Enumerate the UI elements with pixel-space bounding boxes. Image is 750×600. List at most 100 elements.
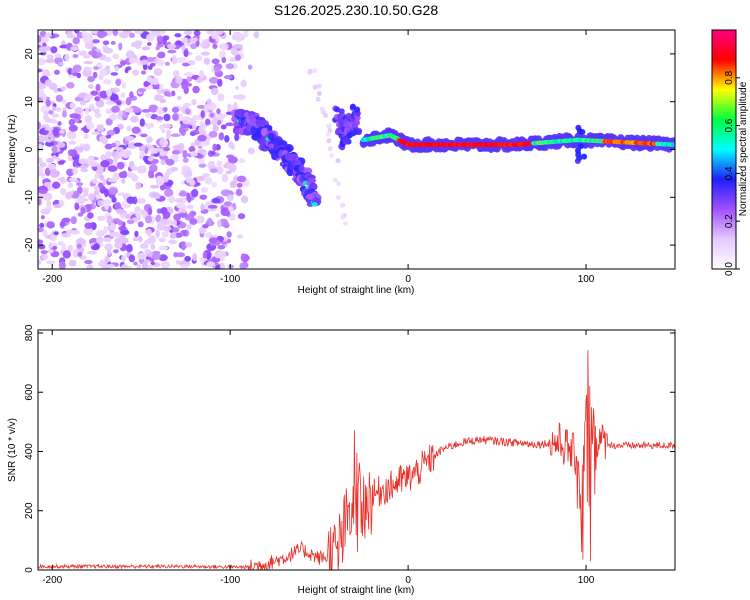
heatmap-noise-cell (102, 40, 110, 46)
heatmap-noise-cell (43, 181, 52, 188)
heatmap-noise-cell (55, 94, 64, 102)
y-tick-label: 800 (24, 324, 35, 341)
heatmap-y-ticks: -20 -10 0 10 20 (24, 48, 675, 252)
heatmap-noise-cell (175, 76, 183, 85)
heatmap-noise-cell (78, 50, 88, 56)
heatmap-noise-cell (130, 165, 138, 171)
heatmap-noise-cell (181, 242, 186, 251)
heatmap-noise-cell (169, 154, 180, 161)
heatmap-noise-cell (203, 57, 211, 65)
heatmap-noise-cell (145, 112, 152, 118)
heatmap-noise-cell (137, 221, 144, 228)
heatmap-noise-cell (186, 59, 196, 65)
heatmap-noise-cell (87, 75, 95, 83)
heatmap-noise-cell (195, 55, 203, 62)
heatmap-faint-cell (340, 214, 346, 220)
heatmap-noise-cell (114, 65, 120, 72)
heatmap-noise-cell (100, 154, 107, 161)
heatmap-noise-cell (38, 46, 48, 53)
heatmap-noise-cell (107, 177, 118, 183)
heatmap-ridge-core (670, 142, 675, 147)
heatmap-noise-cell (199, 130, 207, 136)
heatmap-noise-cell (211, 58, 220, 65)
heatmap-noise-cell (117, 192, 126, 197)
heatmap-noise-cell (124, 67, 129, 74)
heatmap-noise-cell (125, 149, 132, 157)
heatmap-noise-cell (102, 188, 109, 194)
heatmap-noise-cell (126, 196, 136, 204)
heatmap-noise-cell (104, 56, 112, 62)
heatmap-noise-cell (52, 245, 58, 250)
x-tick-label: 100 (578, 575, 595, 586)
x-tick-label: 0 (405, 274, 411, 285)
heatmap-noise-cell (93, 66, 100, 71)
heatmap-noise-cell (84, 32, 90, 40)
heatmap-noise-cell (198, 157, 205, 165)
heatmap-noise-cell (38, 57, 46, 66)
heatmap-noise-cell (184, 242, 193, 248)
heatmap-noise-cell (44, 33, 53, 38)
heatmap-noise-cell (146, 56, 155, 63)
heatmap-noise-cell (176, 202, 186, 209)
heatmap-noise-cell (190, 43, 197, 50)
heatmap-ridge-smear (574, 147, 581, 154)
x-tick-label: 0 (405, 575, 411, 586)
heatmap-noise-cell (236, 182, 243, 188)
heatmap-faint-cell (325, 131, 331, 137)
heatmap-noise-cell (113, 249, 119, 254)
heatmap-noise-cell (90, 30, 95, 34)
heatmap-noise-cell (106, 129, 116, 137)
heatmap-noise-cell (196, 153, 204, 159)
heatmap-noise-cell (118, 110, 124, 117)
heatmap-noise-cell (83, 226, 94, 236)
heatmap-noise-cell (67, 244, 74, 252)
heatmap-noise-cell (224, 161, 232, 169)
heatmap-noise-cell (158, 237, 166, 243)
heatmap-noise-cell (220, 207, 231, 217)
heatmap-faint-cell (316, 83, 322, 89)
heatmap-faint-cell (340, 202, 346, 208)
heatmap-noise-cell (223, 74, 233, 80)
heatmap-noise-cell (42, 69, 50, 76)
heatmap-noise-cell (202, 141, 211, 146)
heatmap-noise-cell (70, 216, 77, 225)
heatmap-noise-cell (53, 231, 59, 236)
heatmap-noise-cell (135, 181, 142, 190)
heatmap-noise-cell (120, 60, 127, 66)
heatmap-noise-cell (70, 46, 79, 51)
heatmap-noise-cell (161, 123, 172, 129)
heatmap-noise-cell (230, 47, 238, 56)
heatmap-noise-cell (209, 168, 218, 173)
heatmap-noise-cell (176, 95, 182, 101)
heatmap-noise-cell (126, 125, 132, 132)
heatmap-noise-cell (221, 173, 229, 183)
heatmap-noise-cell (149, 184, 160, 189)
heatmap-noise-cell (171, 166, 179, 172)
heatmap-noise-cell (38, 157, 43, 164)
heatmap-noise-cell (216, 166, 224, 175)
heatmap-faint-cell (329, 153, 335, 159)
heatmap-noise-cell (215, 213, 220, 218)
colorbar-tick-label: 0.8 (724, 70, 735, 84)
heatmap-noise-cell (233, 44, 244, 49)
heatmap-noise-cell (62, 250, 71, 259)
heatmap-noise-cell (233, 94, 239, 100)
heatmap-noise-cell (89, 161, 100, 167)
heatmap-noise-cell (165, 168, 173, 176)
heatmap-noise-cell (96, 52, 103, 58)
heatmap-noise-cell (144, 248, 151, 254)
heatmap-noise-cell (161, 128, 166, 134)
heatmap-noise-cell (40, 51, 47, 56)
heatmap-noise-cell (228, 206, 234, 213)
heatmap-noise-cell (206, 217, 213, 226)
heatmap-noise-cell (178, 192, 188, 197)
heatmap-noise-cell (38, 227, 44, 233)
heatmap-noise-cell (161, 231, 169, 238)
snr-y-label: SNR (10 * v/v) (7, 418, 18, 482)
heatmap-noise-cell (141, 210, 149, 216)
heatmap-y-label: Frequency (Hz) (7, 115, 18, 184)
heatmap-noise-cell (207, 204, 218, 209)
heatmap-ridge-smear (577, 143, 584, 150)
y-tick-label: 0 (24, 146, 35, 152)
heatmap-noise-cell (233, 175, 239, 184)
